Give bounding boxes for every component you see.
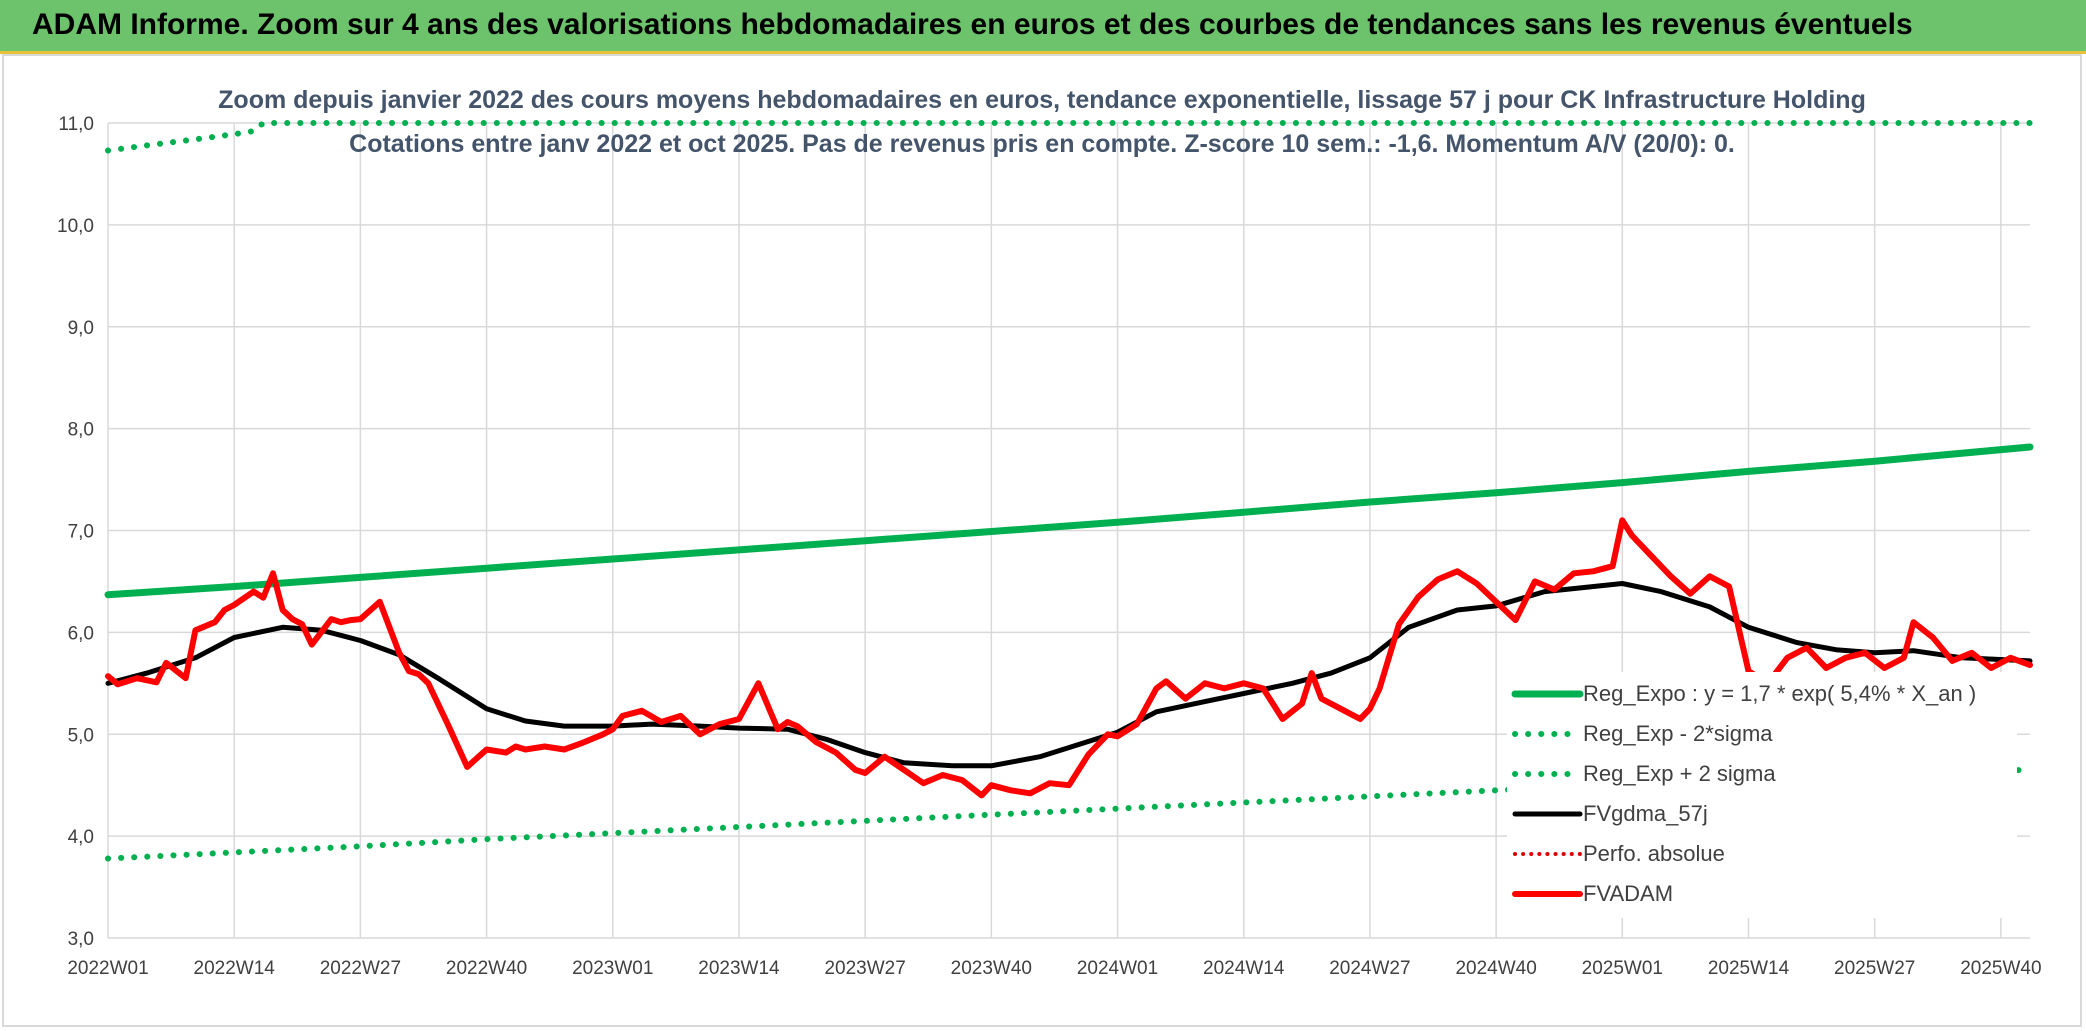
y-tick-label: 7,0	[68, 522, 94, 543]
x-tick-label: 2025W01	[1582, 958, 1663, 979]
chart-title: Zoom depuis janvier 2022 des cours moyen…	[218, 86, 1866, 114]
x-tick-label: 2022W27	[320, 958, 401, 979]
legend-label: FVADAM	[1583, 881, 1673, 906]
y-tick-label: 4,0	[68, 827, 94, 848]
x-tick-label: 2024W40	[1455, 958, 1536, 979]
y-tick-label: 6,0	[68, 623, 94, 644]
x-tick-label: 2025W40	[1960, 958, 2041, 979]
series-line-3	[105, 120, 2033, 154]
x-tick-label: 2022W40	[446, 958, 527, 979]
y-tick-label: 5,0	[68, 725, 94, 746]
x-tick-label: 2023W14	[698, 958, 780, 979]
x-tick-label: 2023W01	[572, 958, 653, 979]
legend-label: FVgdma_57j	[1583, 801, 1708, 826]
y-tick-label: 3,0	[68, 929, 94, 950]
series-line-1	[104, 443, 2034, 599]
y-axis-labels: 3,0 4,0 5,0 6,0 7,0 8,0 9,0 10,0 11,0	[57, 114, 94, 950]
x-axis-labels: 2022W01 2022W14 2022W27 2022W40 2023W01 2023W…	[67, 958, 2041, 979]
legend-background	[1507, 672, 2017, 918]
x-tick-label: 2023W40	[951, 958, 1032, 979]
legend-label: Perfo. absolue	[1583, 841, 1725, 866]
x-tick-label: 2024W14	[1203, 958, 1285, 979]
x-tick-label: 2024W01	[1077, 958, 1158, 979]
x-tick-label: 2022W14	[194, 958, 276, 979]
y-tick-label: 10,0	[57, 216, 94, 237]
x-tick-label: 2025W14	[1708, 958, 1790, 979]
chart-subtitle: Cotations entre janv 2022 et oct 2025. P…	[349, 130, 1735, 158]
x-tick-label: 2024W27	[1329, 958, 1410, 979]
y-tick-label: 8,0	[68, 420, 94, 441]
report-banner: ADAM Informe. Zoom sur 4 ans des valoris…	[0, 0, 2086, 54]
legend-label: Reg_Exp - 2*sigma	[1583, 721, 1773, 746]
series-layer	[104, 120, 2034, 862]
series-line-2	[105, 766, 2033, 862]
series-line-6	[105, 517, 2033, 799]
legend-label: Reg_Exp + 2 sigma	[1583, 761, 1776, 786]
x-tick-label: 2022W01	[67, 958, 148, 979]
x-tick-label: 2023W27	[824, 958, 905, 979]
legend-label: Reg_Expo : y = 1,7 * exp( 5,4% * X_an )	[1583, 681, 1976, 706]
report-title: ADAM Informe. Zoom sur 4 ans des valoris…	[32, 8, 1913, 41]
x-tick-label: 2025W27	[1834, 958, 1915, 979]
y-tick-label: 11,0	[58, 114, 94, 135]
legend: Reg_Expo : y = 1,7 * exp( 5,4% * X_an ) R…	[1507, 672, 2017, 918]
y-tick-label: 9,0	[68, 318, 94, 339]
